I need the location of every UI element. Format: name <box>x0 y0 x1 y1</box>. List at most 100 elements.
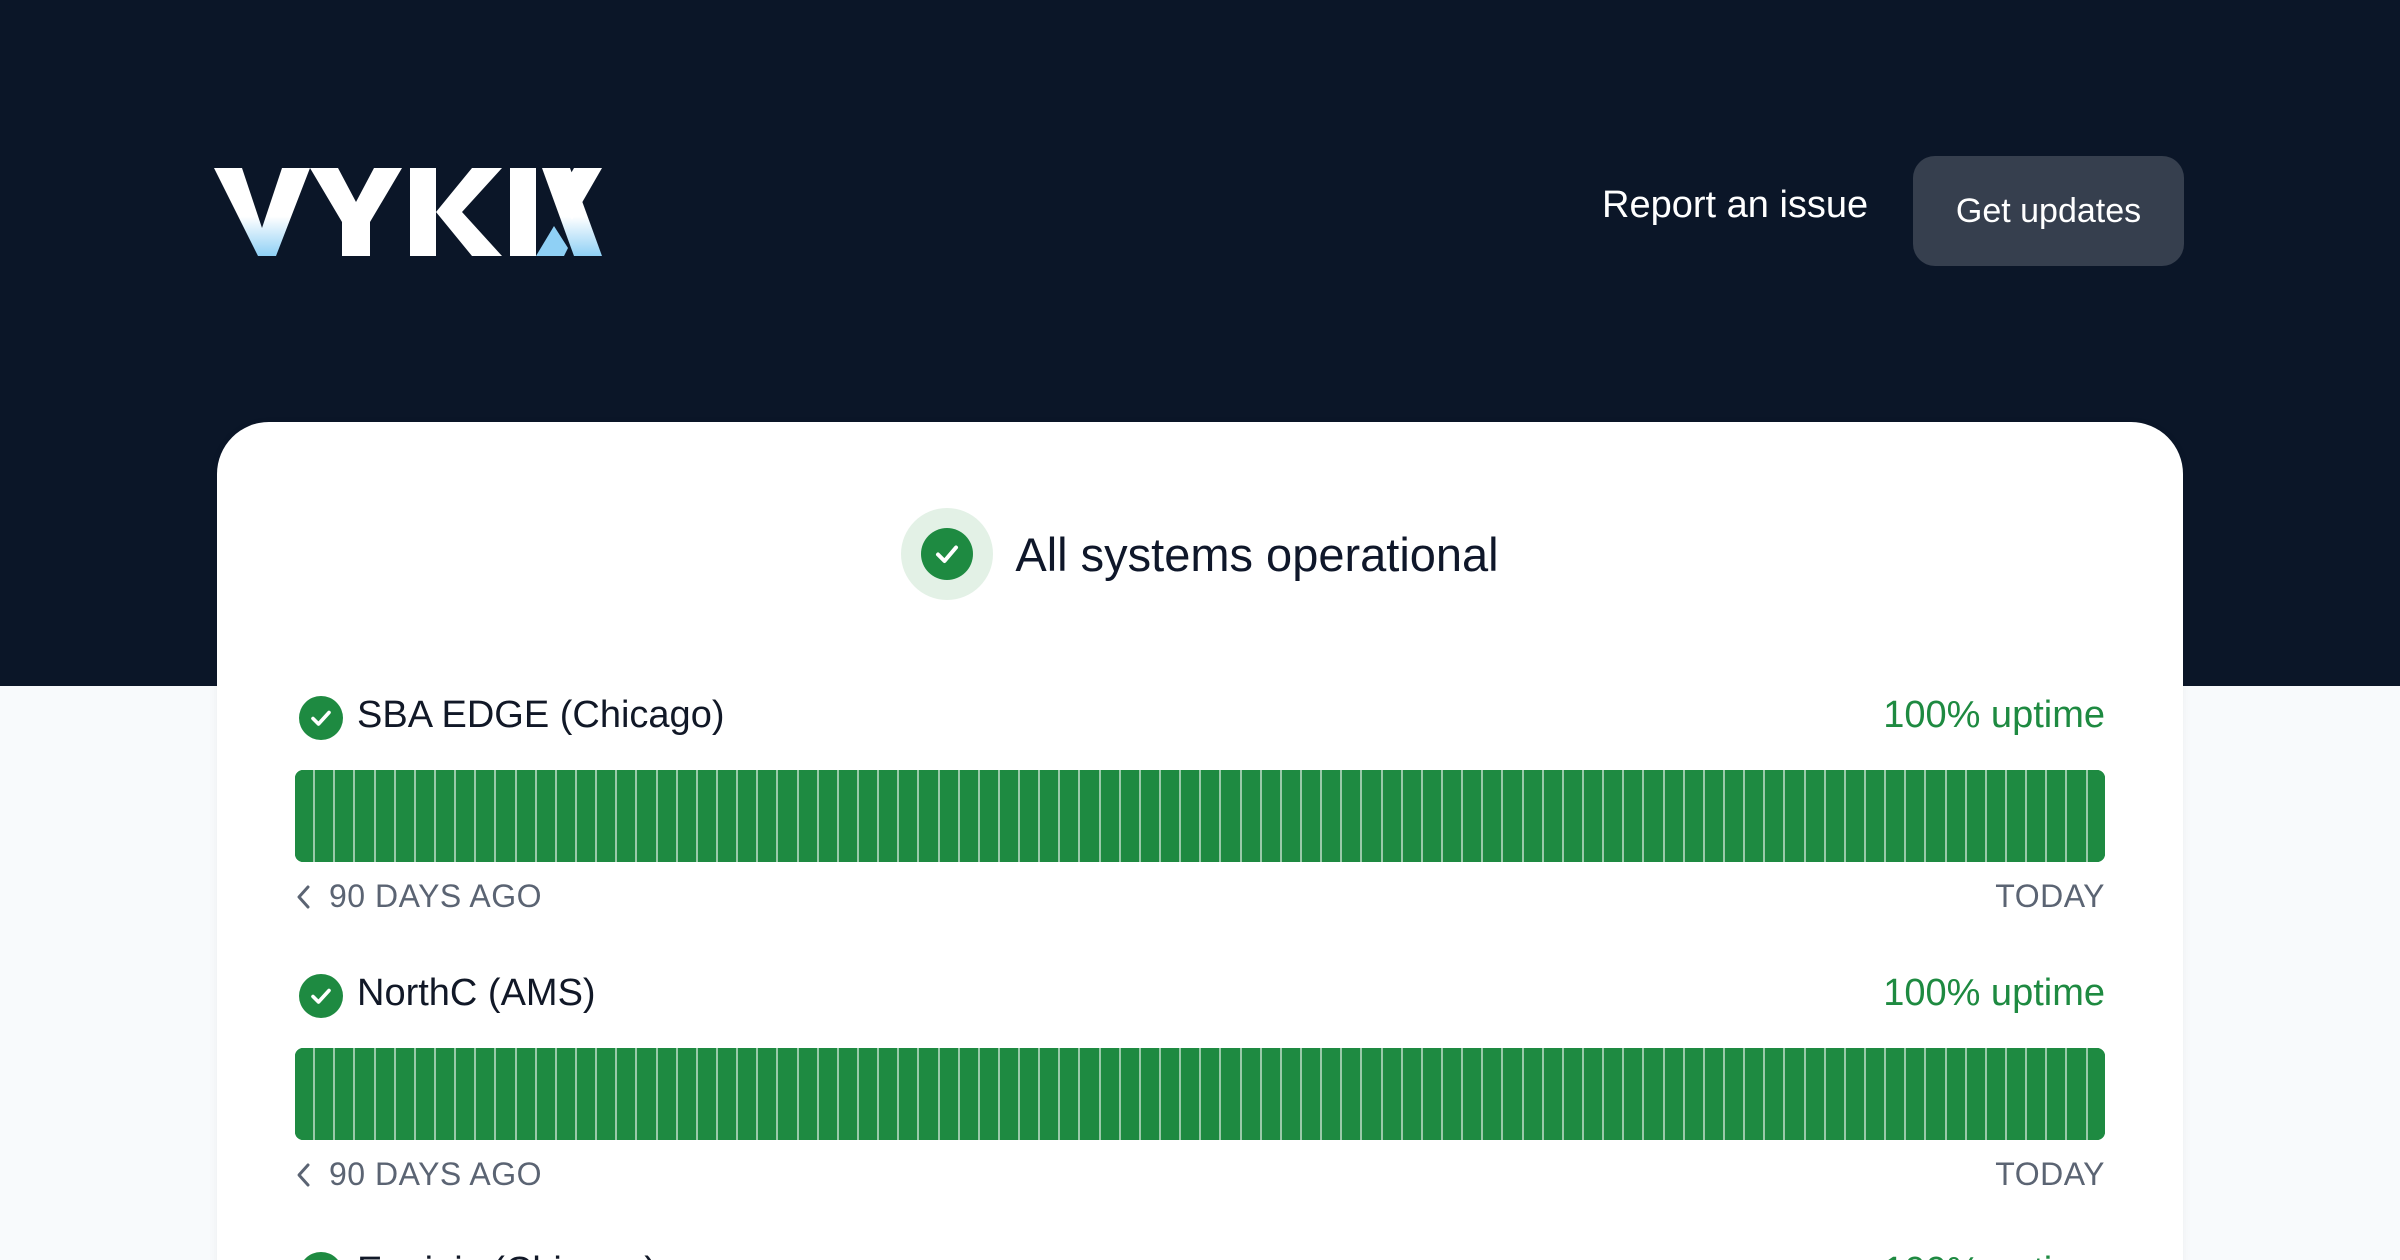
uptime-day-segment[interactable] <box>1080 1048 1101 1140</box>
uptime-day-segment[interactable] <box>375 1048 396 1140</box>
uptime-day-segment[interactable] <box>1140 1048 1162 1140</box>
uptime-day-segment[interactable] <box>738 770 759 862</box>
uptime-day-segment[interactable] <box>979 1048 1000 1140</box>
uptime-day-segment[interactable] <box>798 1048 819 1140</box>
chevron-left-icon[interactable] <box>295 1161 313 1189</box>
uptime-day-segment[interactable] <box>1986 1048 2007 1140</box>
uptime-day-segment[interactable] <box>818 770 839 862</box>
uptime-day-segment[interactable] <box>1926 770 1947 862</box>
uptime-day-segment[interactable] <box>1765 1048 1786 1140</box>
uptime-day-segment[interactable] <box>1040 770 1061 862</box>
uptime-day-segment[interactable] <box>677 1048 698 1140</box>
uptime-day-segment[interactable] <box>1322 1048 1343 1140</box>
uptime-day-segment[interactable] <box>1463 770 1484 862</box>
uptime-day-segment[interactable] <box>1020 1048 1041 1140</box>
uptime-day-segment[interactable] <box>496 1048 517 1140</box>
uptime-day-segment[interactable] <box>1080 770 1101 862</box>
chevron-left-icon[interactable] <box>295 883 313 911</box>
uptime-day-segment[interactable] <box>456 770 477 862</box>
uptime-day-segment[interactable] <box>1503 1048 1524 1140</box>
uptime-day-segment[interactable] <box>637 1048 658 1140</box>
uptime-day-segment[interactable] <box>355 1048 376 1140</box>
uptime-day-segment[interactable] <box>1281 1048 1303 1140</box>
uptime-day-segment[interactable] <box>617 770 638 862</box>
uptime-day-segment[interactable] <box>1825 1048 1846 1140</box>
uptime-day-segment[interactable] <box>295 770 316 862</box>
uptime-day-segment[interactable] <box>1422 770 1444 862</box>
uptime-day-segment[interactable] <box>536 770 557 862</box>
uptime-day-segment[interactable] <box>738 1048 759 1140</box>
uptime-day-segment[interactable] <box>1946 1048 1967 1140</box>
uptime-day-segment[interactable] <box>919 1048 940 1140</box>
uptime-day-segment[interactable] <box>1825 770 1846 862</box>
uptime-day-segment[interactable] <box>1120 1048 1141 1140</box>
uptime-day-segment[interactable] <box>717 1048 739 1140</box>
uptime-day-segment[interactable] <box>576 1048 598 1140</box>
uptime-day-segment[interactable] <box>1241 1048 1262 1140</box>
uptime-day-segment[interactable] <box>858 770 880 862</box>
uptime-day-segment[interactable] <box>1302 1048 1323 1140</box>
uptime-day-segment[interactable] <box>959 1048 980 1140</box>
uptime-day-segment[interactable] <box>1382 770 1403 862</box>
uptime-day-segment[interactable] <box>476 770 497 862</box>
uptime-day-segment[interactable] <box>1745 770 1766 862</box>
uptime-day-segment[interactable] <box>1483 1048 1504 1140</box>
uptime-day-segment[interactable] <box>435 1048 457 1140</box>
uptime-day-segment[interactable] <box>1463 1048 1484 1140</box>
uptime-day-segment[interactable] <box>1543 770 1564 862</box>
uptime-day-segment[interactable] <box>1604 1048 1625 1140</box>
uptime-day-segment[interactable] <box>435 770 457 862</box>
uptime-day-segment[interactable] <box>1040 1048 1061 1140</box>
uptime-day-segment[interactable] <box>959 770 980 862</box>
uptime-day-segment[interactable] <box>677 770 698 862</box>
uptime-day-segment[interactable] <box>1886 770 1907 862</box>
uptime-day-segment[interactable] <box>1161 770 1182 862</box>
uptime-day-segment[interactable] <box>1140 770 1162 862</box>
uptime-day-segment[interactable] <box>1523 1048 1544 1140</box>
uptime-day-segment[interactable] <box>2027 1048 2048 1140</box>
uptime-day-segment[interactable] <box>1624 1048 1645 1140</box>
uptime-day-segment[interactable] <box>758 770 779 862</box>
uptime-day-segment[interactable] <box>1402 1048 1423 1140</box>
uptime-day-segment[interactable] <box>1060 1048 1081 1140</box>
uptime-day-segment[interactable] <box>1926 1048 1947 1140</box>
vykix-logo[interactable] <box>214 160 604 264</box>
uptime-day-segment[interactable] <box>637 770 658 862</box>
uptime-day-segment[interactable] <box>1241 770 1262 862</box>
uptime-day-segment[interactable] <box>1563 1048 1584 1140</box>
uptime-day-segment[interactable] <box>2047 770 2068 862</box>
uptime-day-segment[interactable] <box>1584 1048 1605 1140</box>
uptime-day-segment[interactable] <box>1060 770 1081 862</box>
uptime-day-segment[interactable] <box>1584 770 1605 862</box>
uptime-day-segment[interactable] <box>879 770 900 862</box>
uptime-day-segment[interactable] <box>697 1048 718 1140</box>
uptime-day-segment[interactable] <box>1342 770 1363 862</box>
uptime-day-segment[interactable] <box>516 1048 537 1140</box>
uptime-day-segment[interactable] <box>1724 1048 1746 1140</box>
uptime-day-segment[interactable] <box>1443 1048 1464 1140</box>
uptime-day-segment[interactable] <box>395 770 416 862</box>
uptime-day-segment[interactable] <box>1020 770 1041 862</box>
uptime-day-segment[interactable] <box>295 1048 316 1140</box>
uptime-day-segment[interactable] <box>1342 1048 1363 1140</box>
uptime-day-segment[interactable] <box>1946 770 1967 862</box>
uptime-day-segment[interactable] <box>1261 770 1282 862</box>
uptime-day-segment[interactable] <box>375 770 396 862</box>
uptime-day-segment[interactable] <box>1161 1048 1182 1140</box>
uptime-day-segment[interactable] <box>979 770 1000 862</box>
uptime-day-segment[interactable] <box>456 1048 477 1140</box>
uptime-day-segment[interactable] <box>1765 770 1786 862</box>
uptime-day-segment[interactable] <box>1986 770 2007 862</box>
uptime-day-segment[interactable] <box>1523 770 1544 862</box>
uptime-day-segment[interactable] <box>818 1048 839 1140</box>
uptime-day-segment[interactable] <box>1805 770 1826 862</box>
uptime-day-segment[interactable] <box>2047 1048 2068 1140</box>
uptime-day-segment[interactable] <box>999 770 1021 862</box>
uptime-day-segment[interactable] <box>1865 770 1887 862</box>
uptime-day-segment[interactable] <box>858 1048 880 1140</box>
uptime-day-segment[interactable] <box>1906 1048 1927 1140</box>
uptime-day-segment[interactable] <box>798 770 819 862</box>
uptime-day-segment[interactable] <box>899 770 920 862</box>
uptime-day-segment[interactable] <box>1604 770 1625 862</box>
uptime-day-segment[interactable] <box>838 770 859 862</box>
